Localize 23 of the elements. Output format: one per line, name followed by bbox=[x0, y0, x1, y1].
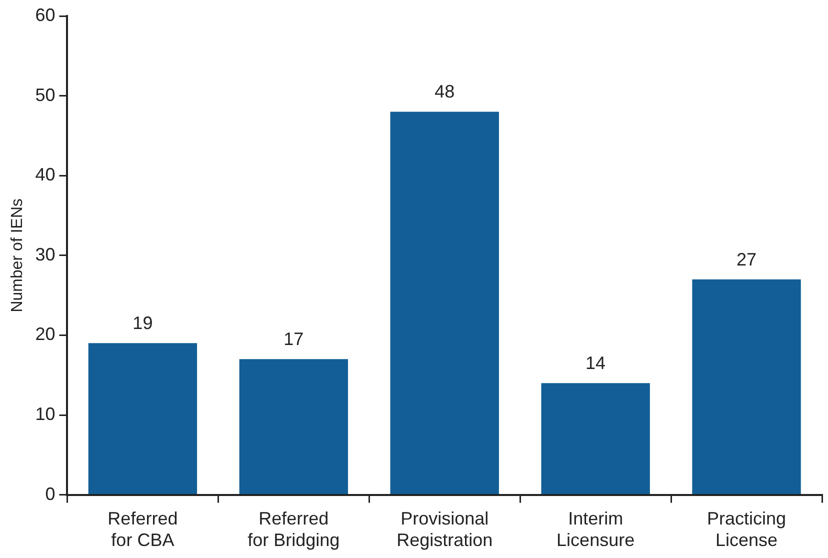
y-axis-title: Number of IENs bbox=[9, 198, 26, 312]
x-tick-label: Referred for CBA bbox=[108, 508, 178, 550]
x-tick-label: Provisional Registration bbox=[396, 508, 493, 550]
y-tick-label: 50 bbox=[35, 84, 56, 105]
bar bbox=[541, 383, 650, 494]
bar bbox=[88, 343, 198, 494]
y-tick-label: 20 bbox=[35, 324, 56, 344]
y-tick-label: 30 bbox=[35, 244, 56, 264]
y-tick-label: 60 bbox=[35, 4, 56, 25]
data-label: 17 bbox=[284, 329, 304, 350]
y-tick-label: 40 bbox=[35, 164, 56, 185]
x-tick-label: Referred for Bridging bbox=[248, 508, 340, 550]
bar bbox=[692, 279, 801, 494]
data-label: 14 bbox=[586, 353, 606, 374]
x-tick-label: Practicing License bbox=[707, 508, 786, 550]
bar bbox=[239, 359, 348, 494]
data-label: 27 bbox=[736, 249, 757, 270]
y-tick-label: 10 bbox=[35, 404, 56, 424]
data-label: 19 bbox=[132, 313, 153, 334]
x-tick-label: Interim Licensure bbox=[556, 508, 635, 550]
y-tick-label: 0 bbox=[45, 484, 56, 504]
data-label: 48 bbox=[434, 82, 455, 102]
bar bbox=[390, 112, 499, 494]
